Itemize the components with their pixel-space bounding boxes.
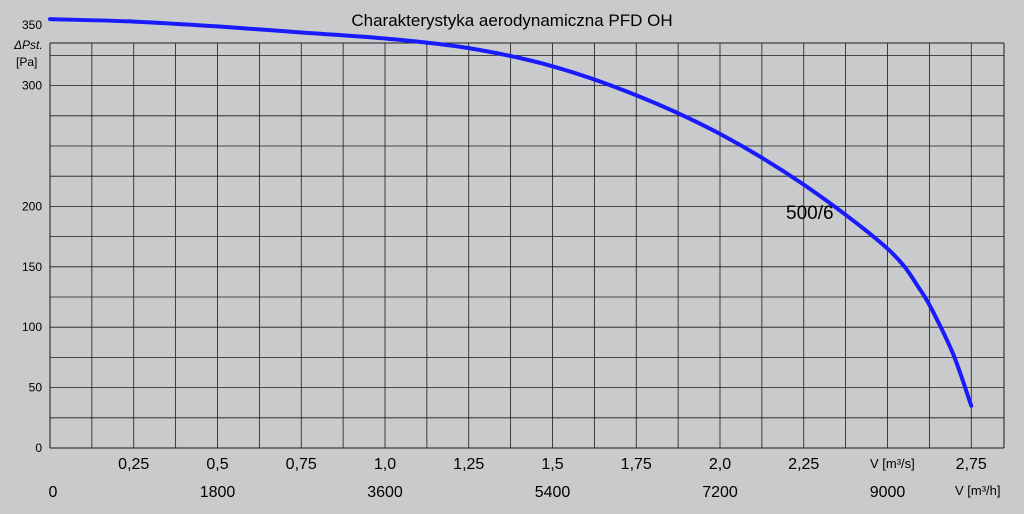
chart-title: Charakterystyka aerodynamiczna PFD OH — [351, 11, 672, 30]
series-layer — [48, 17, 974, 408]
x-tick-label-m3s: 0,5 — [206, 456, 228, 473]
x-tick-label-m3s: 2,0 — [709, 456, 731, 473]
x-tick-label-m3h: 0 — [49, 484, 58, 501]
labels: Charakterystyka aerodynamiczna PFD OH ΔP… — [13, 11, 1001, 498]
y-tick-label: 150 — [22, 260, 42, 274]
grid — [50, 43, 1004, 448]
x-axis-label-m3h: V [m³/h] — [955, 483, 1001, 498]
x-tick-label-m3s: 0,75 — [286, 456, 317, 473]
y-tick-label: 300 — [22, 79, 42, 93]
x-tick-label-m3h: 1800 — [200, 484, 236, 501]
x-tick-label-m3s: 1,5 — [541, 456, 563, 473]
x-tick-label-m3h: 3600 — [367, 484, 403, 501]
axes: 0 50 100 150 200 300 350 0,25 0,5 0,75 1,0 1,25 1,5 1… — [22, 18, 1005, 501]
series-label-500-6: 500/6 — [786, 203, 834, 224]
y-axis-label: ΔPst. — [13, 38, 43, 52]
y-tick-label: 0 — [35, 441, 42, 455]
x-tick-label-m3h: 7200 — [702, 484, 738, 501]
x-tick-label-m3s: 2,25 — [788, 456, 819, 473]
y-tick-label: 50 — [29, 381, 43, 395]
y-tick-label: 100 — [22, 320, 42, 334]
x-tick-label-m3h: 9000 — [870, 484, 906, 501]
x-tick-label-m3s: 1,0 — [374, 456, 396, 473]
series-line-500-6 — [48, 17, 974, 408]
x-tick-label-m3s: 2,75 — [956, 456, 987, 473]
x-tick-label-m3h: 5400 — [535, 484, 571, 501]
x-axis-label-m3s: V [m³/s] — [870, 456, 915, 471]
x-tick-label-m3s: 0,25 — [118, 456, 149, 473]
x-tick-label-m3s: 1,75 — [621, 456, 652, 473]
y-tick-label: 200 — [22, 199, 42, 213]
y-axis-unit: [Pa] — [16, 55, 37, 69]
y-tick-label: 350 — [22, 18, 42, 32]
x-tick-label-m3s: 1,25 — [453, 456, 484, 473]
